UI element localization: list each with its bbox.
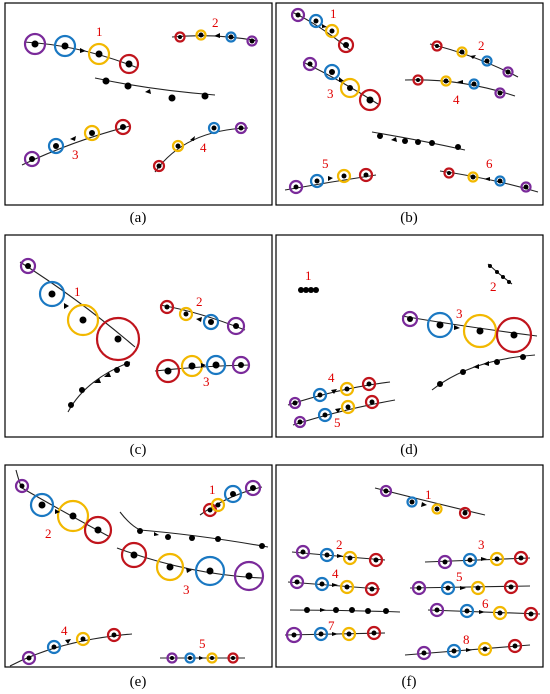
trajectory xyxy=(19,257,141,362)
trajectory xyxy=(154,354,251,384)
trajectory xyxy=(159,299,246,336)
trajectory xyxy=(287,574,381,597)
track-label: 6 xyxy=(486,156,493,171)
track-label: 5 xyxy=(456,569,463,584)
trajectory xyxy=(284,167,377,195)
panel-c-caption: (c) xyxy=(130,442,147,458)
trajectory xyxy=(199,479,263,518)
trajectory xyxy=(94,77,216,102)
trajectory xyxy=(290,7,355,54)
trajectory xyxy=(291,544,386,568)
track-label: 2 xyxy=(490,279,497,294)
panel-a: 1 2 3 xyxy=(21,15,259,173)
trajectory xyxy=(152,121,249,173)
trajectory xyxy=(67,361,131,413)
track-label: 1 xyxy=(96,24,103,39)
track-label: 1 xyxy=(330,6,337,21)
panel-c: 1 2 3 xyxy=(19,257,251,413)
panel-b-frame xyxy=(275,2,544,206)
track-label: 1 xyxy=(209,482,216,497)
trajectory xyxy=(374,484,486,520)
track-label: 8 xyxy=(463,632,470,647)
trajectory xyxy=(287,376,391,410)
track-label: 4 xyxy=(332,566,339,581)
track-label: 1 xyxy=(305,268,312,283)
track-label: 3 xyxy=(203,374,210,389)
panel-c-frame xyxy=(4,234,273,438)
panel-f-frame xyxy=(275,464,544,668)
panel-a-caption: (a) xyxy=(130,210,147,226)
track-label: 3 xyxy=(327,86,334,101)
panel-e-frame xyxy=(4,464,273,668)
panel-b-caption: (b) xyxy=(400,210,418,226)
trajectory xyxy=(431,354,536,391)
trajectory xyxy=(289,607,401,614)
trajectory xyxy=(171,29,259,47)
track-label: 3 xyxy=(478,537,485,552)
track-label: 7 xyxy=(328,618,335,633)
trajectory xyxy=(439,167,539,193)
track-label: 5 xyxy=(334,415,341,430)
trajectory xyxy=(429,40,519,78)
panel-f-caption: (f) xyxy=(402,674,417,690)
trajectory xyxy=(371,131,466,151)
trajectory xyxy=(401,310,538,354)
trajectory xyxy=(284,625,386,644)
track-label: 4 xyxy=(200,140,207,155)
track-label: 3 xyxy=(456,306,463,321)
panel-b: 1 2 3 xyxy=(284,6,539,195)
trajectory xyxy=(404,638,531,661)
panel-d-caption: (d) xyxy=(400,442,418,458)
trajectory xyxy=(487,263,513,285)
trajectory xyxy=(116,541,265,592)
panel-a-frame xyxy=(4,2,273,206)
panel-f: 1 2 3 xyxy=(284,484,541,661)
track-label: 4 xyxy=(61,623,68,638)
trajectory xyxy=(160,652,245,664)
track-label: 3 xyxy=(183,582,190,597)
trajectory xyxy=(119,511,269,549)
track-label: 2 xyxy=(478,38,485,53)
trajectory xyxy=(9,627,133,667)
panel-e: 2 1 3 xyxy=(9,469,269,667)
trajectory xyxy=(424,550,531,570)
track-label: 2 xyxy=(212,15,219,30)
panel-e-caption: (e) xyxy=(130,674,147,690)
trajectory xyxy=(23,32,140,75)
track-label: 2 xyxy=(45,526,52,541)
track-label: 2 xyxy=(196,294,203,309)
track-label: 2 xyxy=(336,537,343,552)
trajectory xyxy=(292,394,396,429)
trajectory xyxy=(298,287,319,293)
trajectory xyxy=(21,118,132,168)
track-label: 6 xyxy=(482,596,489,611)
track-label: 1 xyxy=(425,487,432,502)
track-label: 4 xyxy=(328,370,335,385)
panel-d-frame xyxy=(275,234,544,438)
track-label: 5 xyxy=(199,636,206,651)
trajectory xyxy=(404,74,516,99)
trajectory xyxy=(14,469,113,545)
trajectory xyxy=(302,56,382,112)
track-label: 4 xyxy=(453,92,460,107)
panel-d: 1 2 3 xyxy=(287,263,538,430)
track-label: 5 xyxy=(322,156,329,171)
track-label: 3 xyxy=(72,147,79,162)
trajectory xyxy=(427,602,541,622)
trajectory xyxy=(409,579,531,596)
track-label: 1 xyxy=(74,284,81,299)
